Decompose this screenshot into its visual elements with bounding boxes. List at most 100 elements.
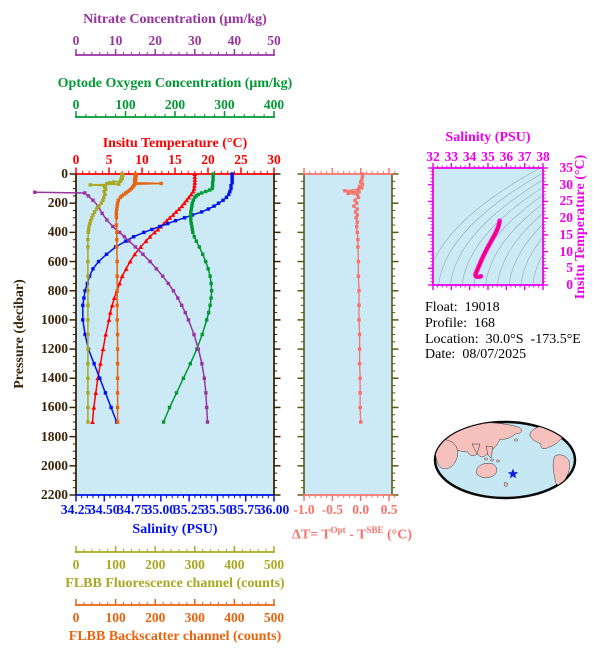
date: Date: 08/07/2025: [425, 347, 527, 363]
salinity-tick-label: 35.75: [230, 502, 261, 517]
salinity-tick-label: 35.50: [202, 502, 233, 517]
nitrate-tick-label: 0: [72, 33, 80, 48]
ts-salinity-tick-label: 34: [462, 149, 477, 164]
backscatter-axis-title: FLBB Backscatter channel (counts): [68, 629, 282, 644]
main-axes: [69, 49, 281, 606]
salinity-tick-label: 34.25: [60, 502, 92, 517]
backscatter-tick-label: 500: [263, 610, 285, 625]
ts-temperature-tick-label: 20: [559, 210, 574, 226]
oxygen-tick-label: 0: [72, 97, 80, 112]
fluorescence-tick-label: 300: [184, 557, 205, 572]
ts-salinity-tick-label: 38: [536, 149, 550, 164]
fluorescence-tick-label: 200: [145, 557, 166, 572]
pressure-tick-label: 1000: [41, 311, 68, 327]
delta-t-title-part: - T: [345, 527, 367, 543]
salinity-tick-label: 35.25: [173, 502, 205, 517]
ts-temperature-tick-label: 25: [559, 193, 574, 209]
temperature-tick-label: 10: [135, 152, 149, 167]
temperature-tick-label: 30: [267, 152, 281, 167]
nitrate-tick-label: 20: [148, 33, 162, 48]
temperature-tick-label: 0: [72, 152, 80, 167]
delta-t-axis-title: ΔT= TOpt - TSBE (°C): [282, 522, 422, 544]
nitrate-tick-label: 30: [188, 33, 202, 48]
backscatter-tick-label: 100: [105, 610, 126, 625]
temperature-axis-title: Insitu Temperature (°C): [102, 136, 248, 151]
ts-temperature-tick-label: 30: [559, 176, 574, 192]
pressure-tick-label: 2200: [41, 487, 68, 502]
pressure-axis-title: Pressure (decibar): [12, 279, 27, 389]
oxygen-tick-label: 100: [115, 97, 136, 112]
ts-temperature-tick-label: 35: [559, 160, 574, 175]
ts-temperature-axis-title: Insitu Temperature (°C): [573, 154, 588, 300]
temperature-tick-label: 15: [168, 152, 182, 167]
temperature-tick-label: 25: [234, 152, 248, 167]
pressure-tick-label: 200: [47, 195, 68, 211]
pressure-tick-label: 0: [61, 166, 68, 181]
optode-oxygen-series: [161, 172, 215, 424]
backscatter-tick-label: 300: [184, 610, 205, 625]
backscatter-tick-label: 0: [72, 610, 80, 625]
fluorescence-tick-label: 0: [72, 557, 80, 572]
oxygen-tick-label: 200: [164, 97, 186, 112]
backscatter-tick-label: 200: [145, 610, 166, 625]
salinity-axis-title: Salinity (PSU): [132, 522, 218, 537]
float-id: Float: 19018: [425, 300, 500, 315]
ts-salinity-tick-label: 37: [517, 149, 532, 164]
temperature-tick-label: 20: [201, 152, 215, 167]
delta-t-panel: [297, 168, 399, 501]
salinity-tick-label: 34.50: [89, 502, 120, 517]
flbb-backscatter-series: [114, 172, 163, 424]
oxygen-axis-title: Optode Oxygen Concentration (μm/kg): [57, 76, 293, 91]
ts-temperature-tick-label: 5: [566, 260, 573, 276]
salinity-tick-label: 35.00: [145, 502, 177, 517]
pressure-tick-label: 1800: [41, 428, 68, 444]
ts-panel: [428, 163, 548, 290]
pressure-tick-label: 800: [47, 282, 68, 298]
pressure-tick-label: 600: [47, 253, 68, 269]
delta-t-title-sup-opt: Opt: [330, 525, 346, 535]
world-map: [433, 420, 577, 500]
pressure-tick-label: 1200: [41, 341, 68, 357]
pressure-tick-label: 2000: [41, 457, 68, 473]
flbb-fluorescence-series: [86, 172, 125, 424]
nitrate-axis-title: Nitrate Concentration (μm/kg): [83, 12, 267, 27]
oxygen-tick-label: 300: [214, 97, 235, 112]
ts-temperature-tick-label: 15: [559, 226, 574, 242]
temperature-tick-label: 5: [105, 152, 113, 167]
salinity-tick-label: 34.75: [117, 502, 148, 517]
fluorescence-axis-title: FLBB Fluorescence channel (counts): [65, 576, 285, 591]
ts-salinity-tick-label: 36: [499, 149, 514, 164]
panel-backgrounds: [76, 168, 543, 495]
salinity-tick-label: 36.00: [258, 502, 290, 517]
fluorescence-tick-label: 100: [105, 557, 126, 572]
fluorescence-tick-label: 400: [224, 557, 245, 572]
pressure-tick-label: 400: [47, 224, 68, 240]
delta-t-title-part: ΔT= T: [291, 527, 331, 543]
delta-t-tick-label: 0.5: [380, 502, 398, 517]
nitrate-series: [33, 190, 210, 424]
ts-salinity-tick-label: 35: [481, 149, 495, 164]
location: Location: 30.0°S -173.5°E: [425, 331, 581, 347]
ts-temperature-tick-label: 10: [559, 243, 574, 259]
float-info: Float: 19018 Profile: 168 Location: 30.0…: [425, 300, 581, 363]
delta-t-title-sup-sbe: SBE: [366, 525, 384, 535]
ts-salinity-tick-label: 32: [426, 149, 440, 164]
nitrate-tick-label: 50: [267, 33, 281, 48]
pressure-tick-label: 1400: [41, 370, 68, 386]
delta-t-tick-label: -1.0: [293, 502, 315, 517]
ts-salinity-tick-label: 33: [444, 149, 459, 164]
delta-t-tick-label: 0.0: [352, 502, 370, 517]
profile-number: Profile: 168: [425, 315, 495, 331]
pressure-tick-label: 1600: [41, 399, 68, 415]
delta-t-title-part: (°C): [383, 527, 412, 543]
ts-temperature-tick-label: 0: [566, 277, 573, 292]
ts-salinity-axis-title: Salinity (PSU): [445, 130, 531, 145]
float-location-star: [507, 468, 519, 479]
backscatter-tick-label: 400: [224, 610, 245, 625]
salinity-series: [81, 172, 234, 424]
delta-temperature-series: [343, 172, 365, 424]
nitrate-tick-label: 40: [227, 33, 242, 48]
nitrate-tick-label: 10: [108, 33, 123, 48]
